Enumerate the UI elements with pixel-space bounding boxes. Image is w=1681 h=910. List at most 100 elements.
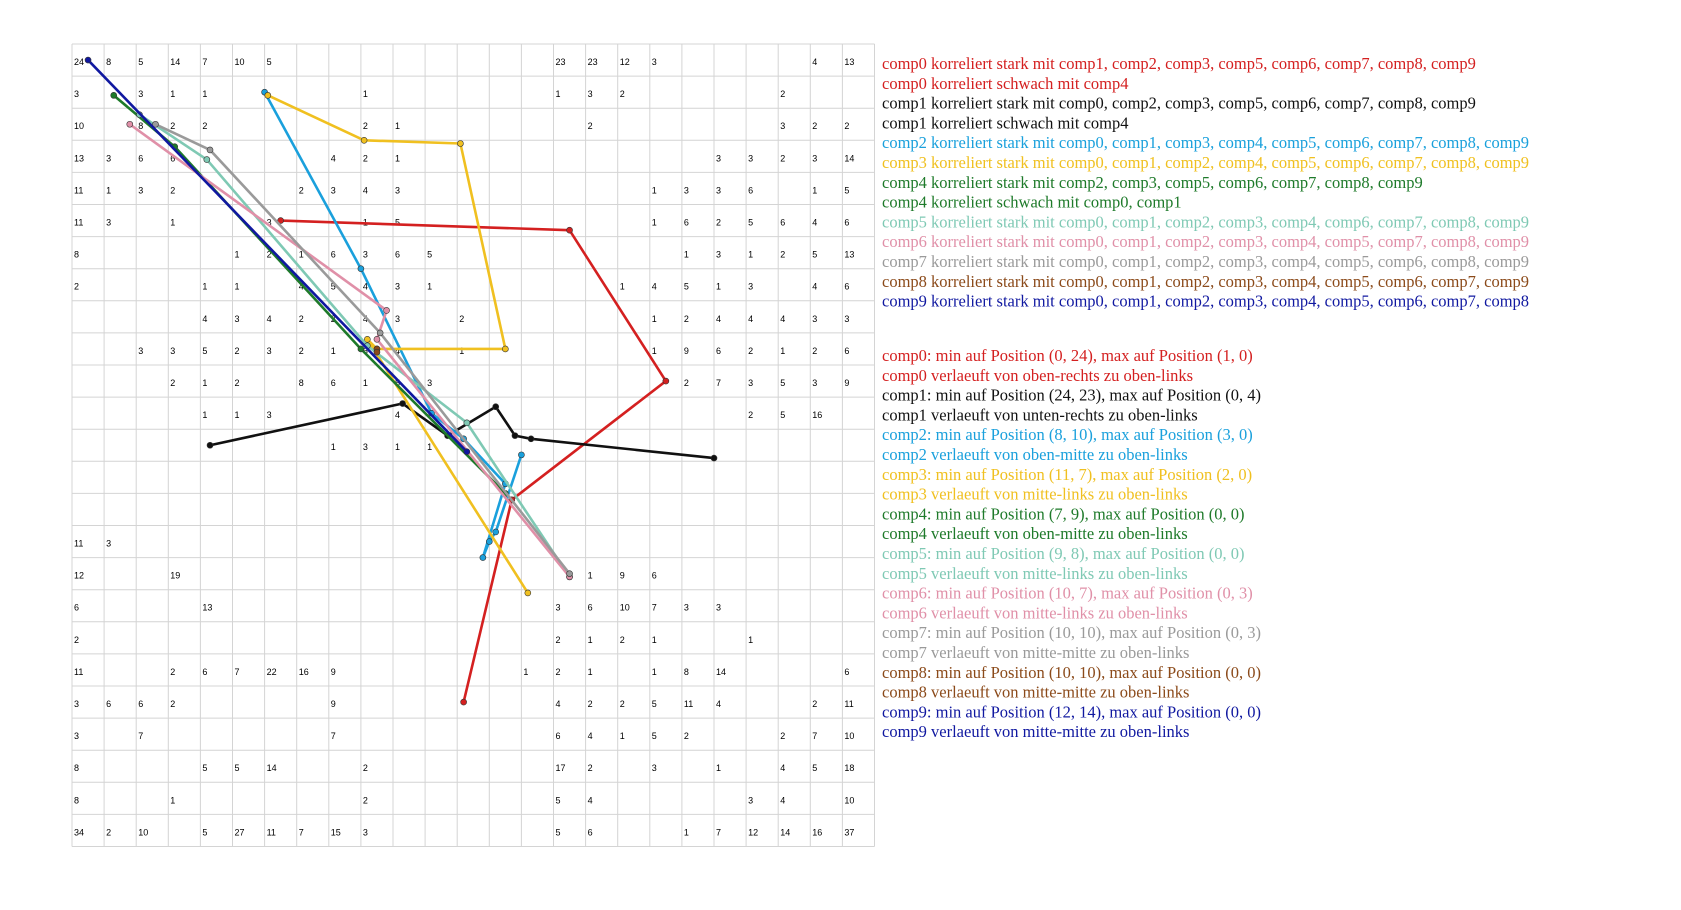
series-point-comp2 — [492, 528, 500, 536]
correlation-note: comp4 korreliert stark mit comp2, comp3,… — [882, 173, 1423, 192]
cell-number: 16 — [299, 667, 309, 677]
cell-number: 2 — [556, 635, 561, 645]
cell-number: 14 — [716, 667, 726, 677]
cell-number: 2 — [556, 667, 561, 677]
cell-number: 1 — [363, 378, 368, 388]
correlation-note: comp1 korreliert stark mit comp0, comp2,… — [882, 94, 1476, 113]
cell-number: 3 — [267, 410, 272, 420]
cell-number: 3 — [748, 282, 753, 292]
cell-number: 6 — [170, 153, 175, 163]
correlation-note: comp5 korreliert stark mit comp0, comp1,… — [882, 212, 1529, 231]
cell-number: 5 — [202, 346, 207, 356]
cell-number: 5 — [202, 763, 207, 773]
cell-number: 14 — [267, 763, 277, 773]
cell-number: 14 — [844, 153, 854, 163]
cell-number: 4 — [331, 153, 336, 163]
cell-number: 4 — [716, 314, 721, 324]
cell-number: 2 — [780, 89, 785, 99]
cell-number: 2 — [299, 314, 304, 324]
cell-number: 14 — [170, 57, 180, 67]
cell-number: 3 — [652, 57, 657, 67]
cell-number: 37 — [844, 827, 854, 837]
cell-number: 1 — [202, 89, 207, 99]
cell-number: 2 — [170, 185, 175, 195]
cell-number: 4 — [202, 314, 207, 324]
cell-number: 6 — [844, 218, 849, 228]
cell-number: 1 — [459, 346, 464, 356]
cell-number: 6 — [780, 218, 785, 228]
cell-number: 4 — [780, 314, 785, 324]
cell-number: 1 — [106, 185, 111, 195]
cell-number: 5 — [684, 282, 689, 292]
cell-number: 2 — [267, 250, 272, 260]
series-layer — [84, 56, 718, 706]
position-note: comp5 verlaeuft von mitte-links zu oben-… — [882, 564, 1188, 583]
cell-number: 10 — [844, 795, 854, 805]
cell-number: 6 — [556, 731, 561, 741]
correlation-note: comp0 korreliert stark mit comp1, comp2,… — [882, 54, 1476, 73]
cell-number: 2 — [620, 635, 625, 645]
cell-number: 2 — [588, 121, 593, 131]
cell-number: 1 — [588, 635, 593, 645]
cell-number: 3 — [812, 378, 817, 388]
series-point-comp1 — [399, 400, 406, 407]
cell-number: 6 — [395, 250, 400, 260]
cell-number: 1 — [395, 442, 400, 452]
correlation-note: comp4 korreliert schwach mit comp0, comp… — [882, 193, 1182, 212]
cell-number: 1 — [716, 763, 721, 773]
cell-number: 5 — [235, 763, 240, 773]
cell-number: 1 — [780, 346, 785, 356]
correlation-note: comp9 korreliert stark mit comp0, comp1,… — [882, 292, 1529, 311]
series-point-comp2 — [485, 538, 493, 545]
series-line-comp6 — [129, 123, 571, 578]
cell-number: 6 — [74, 603, 79, 613]
position-note: comp7: min auf Position (10, 10), max au… — [882, 623, 1261, 642]
cell-number: 17 — [556, 763, 566, 773]
series-line-comp7 — [154, 123, 571, 575]
cell-number: 6 — [844, 282, 849, 292]
cell-number: 1 — [235, 282, 240, 292]
cell-number: 4 — [588, 795, 593, 805]
cell-number: 7 — [202, 57, 207, 67]
cell-number: 4 — [299, 282, 304, 292]
cell-number: 1 — [748, 250, 753, 260]
position-note: comp3 verlaeuft von mitte-links zu oben-… — [882, 485, 1188, 504]
cell-number: 4 — [780, 795, 785, 805]
cell-number: 15 — [331, 827, 341, 837]
cell-number: 2 — [74, 635, 79, 645]
cell-number: 8 — [74, 763, 79, 773]
cell-number: 1 — [620, 282, 625, 292]
position-note: comp0: min auf Position (0, 24), max auf… — [882, 346, 1253, 365]
cell-number: 2 — [170, 378, 175, 388]
cell-number: 3 — [106, 218, 111, 228]
cell-number: 8 — [299, 378, 304, 388]
cell-number: 12 — [620, 57, 630, 67]
cell-number: 2 — [812, 346, 817, 356]
cell-number: 4 — [812, 57, 817, 67]
cell-number: 10 — [74, 121, 84, 131]
cell-number: 11 — [684, 699, 693, 709]
cell-number: 5 — [844, 185, 849, 195]
cell-number: 6 — [652, 571, 657, 581]
position-note: comp2: min auf Position (8, 10), max auf… — [882, 425, 1253, 444]
cell-number: 5 — [138, 57, 143, 67]
cell-number: 5 — [395, 378, 400, 388]
position-note: comp6: min auf Position (10, 7), max auf… — [882, 584, 1253, 603]
cell-number: 18 — [844, 763, 854, 773]
position-note: comp9 verlaeuft von mitte-mitte zu oben-… — [882, 722, 1189, 741]
cell-number: 24 — [74, 57, 84, 67]
cell-number: 4 — [556, 699, 561, 709]
cell-number: 3 — [138, 185, 143, 195]
cell-number: 3 — [106, 153, 111, 163]
cell-number: 13 — [844, 250, 854, 260]
cell-number: 1 — [684, 250, 689, 260]
cell-number: 6 — [331, 250, 336, 260]
series-point-comp9 — [463, 448, 471, 455]
cell-number: 2 — [363, 763, 368, 773]
series-point-comp6 — [383, 307, 390, 314]
cell-number: 6 — [202, 667, 207, 677]
series-comp1 — [206, 400, 718, 462]
cell-number: 4 — [363, 282, 368, 292]
cell-number: 1 — [812, 185, 817, 195]
cell-number: 2 — [844, 121, 849, 131]
